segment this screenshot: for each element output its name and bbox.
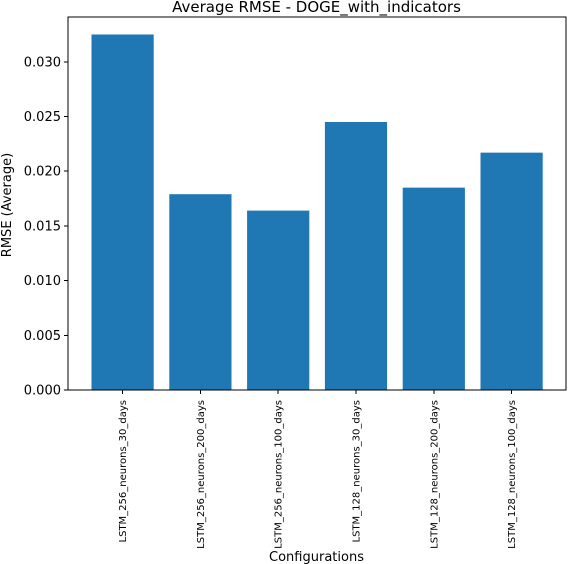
y-axis-label: RMSE (Average) (0, 153, 15, 257)
bar-6 (480, 152, 543, 390)
bar-4 (324, 122, 388, 390)
plot-frame (67, 16, 567, 391)
bar-5 (402, 187, 465, 390)
bar-2 (169, 194, 232, 390)
y-tick-label: 0.020 (24, 165, 61, 180)
axes-group (67, 16, 567, 391)
x-tick-label: LSTM_128_neurons_30_days (352, 400, 363, 542)
y-tick-label: 0.010 (24, 274, 61, 289)
x-tick-label: LSTM_256_neurons_100_days (274, 400, 285, 549)
bar-1 (91, 34, 154, 390)
x-axis-label: Configurations (269, 550, 364, 564)
y-tick-label: 0.030 (24, 55, 61, 70)
y-ticks-group: 0.000 0.005 0.010 0.015 0.020 0.025 0.030 (24, 55, 68, 399)
x-tick-label: LSTM_256_neurons_200_days (196, 400, 207, 549)
bar-3 (247, 210, 310, 390)
y-tick-label: 0.025 (24, 110, 61, 125)
y-tick-label: 0.000 (24, 384, 61, 399)
x-tick-label: LSTM_128_neurons_200_days (429, 400, 440, 549)
chart-title: Average RMSE - DOGE_with_indicators (172, 0, 461, 17)
x-tick-label: LSTM_128_neurons_100_days (507, 400, 518, 549)
y-tick-label: 0.005 (24, 329, 61, 344)
x-ticks-group: LSTM_256_neurons_30_days LSTM_256_neurons… (118, 390, 518, 549)
x-tick-label: LSTM_256_neurons_30_days (118, 400, 129, 542)
y-tick-label: 0.015 (24, 219, 61, 234)
bars-group (91, 34, 543, 390)
